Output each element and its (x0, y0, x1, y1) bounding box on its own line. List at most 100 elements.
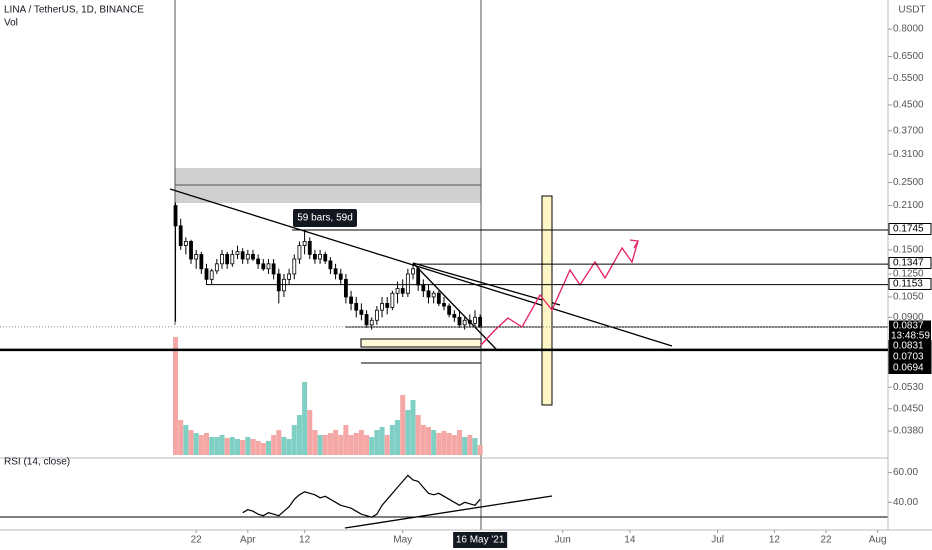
y-tick-label: 0.4500 (893, 100, 924, 111)
level-label: 0.0831 (893, 341, 924, 352)
volume-bar (188, 430, 194, 455)
rsi-line (242, 474, 481, 518)
y-tick-label: 0.2100 (893, 200, 924, 211)
candle-body (209, 270, 214, 280)
candle-body (442, 303, 446, 307)
candle-body (344, 278, 348, 298)
volume-bar (395, 420, 401, 455)
candle-body (323, 253, 328, 262)
x-tick-label: 22 (191, 535, 203, 546)
candle-body (194, 253, 199, 260)
volume-bar (245, 437, 251, 455)
level-label-bg (888, 257, 932, 269)
candle-body (302, 241, 307, 246)
symbol-title: LINA / TetherUS, 1D, BINANCE (4, 5, 144, 16)
candle-body (276, 273, 281, 292)
candle-body (292, 258, 297, 275)
y-tick-label: 0.3100 (893, 149, 924, 160)
candle-body (256, 258, 261, 265)
level-label-bg (888, 223, 932, 235)
volume-bar (451, 435, 457, 455)
y-tick-label: 0.3700 (893, 125, 924, 136)
volume-bar (333, 430, 339, 455)
measure-label-bg (293, 209, 357, 227)
volume-bar (271, 435, 277, 455)
currency-label: USDT (898, 5, 925, 16)
y-tick-label: 0.6500 (893, 51, 924, 62)
level-label-bg (888, 362, 932, 374)
candle-body (473, 316, 477, 324)
volume-bar (322, 435, 328, 455)
rsi-y-tick-label: 60.00 (893, 467, 918, 478)
x-tick-label: Jun (555, 535, 571, 546)
volume-bar (317, 435, 323, 455)
candle-body (183, 241, 188, 246)
x-tick-label: Aug (869, 535, 887, 546)
candle-body (214, 263, 219, 272)
level-label-bg (888, 278, 932, 290)
level-label: 0.0694 (893, 363, 924, 374)
candle-body (220, 253, 224, 265)
candle-body (416, 268, 421, 286)
candle-body (364, 314, 369, 326)
candle-body (354, 303, 359, 311)
candle-body (318, 253, 322, 260)
volume-bar (209, 437, 215, 455)
volume-bar (224, 438, 230, 455)
level-label: 0.1347 (893, 258, 924, 269)
candle-body (333, 268, 338, 275)
volume-bar (456, 430, 462, 455)
candle-body (235, 251, 240, 255)
candle-body (307, 241, 312, 255)
candle-body (421, 284, 426, 292)
volume-bar (384, 435, 390, 455)
candle-body (199, 253, 204, 270)
candle-body (359, 309, 364, 315)
countdown-label: 13:48:59 (891, 331, 930, 342)
candle-body (405, 273, 410, 294)
volume-bar (379, 427, 385, 455)
y-tick-label: 0.0450 (893, 403, 924, 414)
x-tick-label: 14 (624, 535, 636, 546)
volume-bar (178, 420, 184, 455)
projection-path (480, 240, 639, 346)
volume-bar (219, 435, 225, 455)
volume-bar (374, 430, 380, 455)
candle-body (436, 292, 441, 304)
candle-body (297, 245, 302, 260)
candle-body (204, 268, 209, 280)
volume-bar (255, 441, 261, 455)
candle-body (411, 268, 415, 275)
candle-body (467, 319, 472, 324)
candle-body (338, 273, 343, 280)
candle-body (380, 303, 384, 311)
volume-bar (204, 433, 210, 455)
candle-body (462, 319, 467, 326)
volume-bar (343, 425, 349, 455)
candle-body (173, 205, 178, 227)
y-tick-label: 0.1500 (893, 245, 924, 256)
volume-bar (240, 440, 246, 455)
candle-body (261, 263, 266, 270)
volume-bar (405, 410, 411, 455)
x-tick-label: 12 (769, 535, 781, 546)
candle-body (251, 253, 255, 260)
trend-line (412, 262, 561, 306)
candle-body (426, 290, 431, 298)
volume-bar (312, 430, 318, 455)
volume-bar (286, 439, 292, 455)
volume-title: Vol (4, 18, 18, 29)
volume-bar (348, 435, 354, 455)
volume-bar (477, 445, 483, 455)
volume-bar (441, 431, 447, 455)
candle-body (178, 225, 183, 246)
y-tick-label: 0.5500 (893, 73, 924, 84)
volume-bar (327, 433, 333, 455)
candle-body (390, 292, 395, 308)
y-tick-label: 0.2500 (893, 177, 924, 188)
volume-bar (302, 382, 308, 455)
volume-bar (400, 395, 406, 455)
candle-body (189, 241, 193, 260)
current-price-bg (889, 320, 931, 342)
